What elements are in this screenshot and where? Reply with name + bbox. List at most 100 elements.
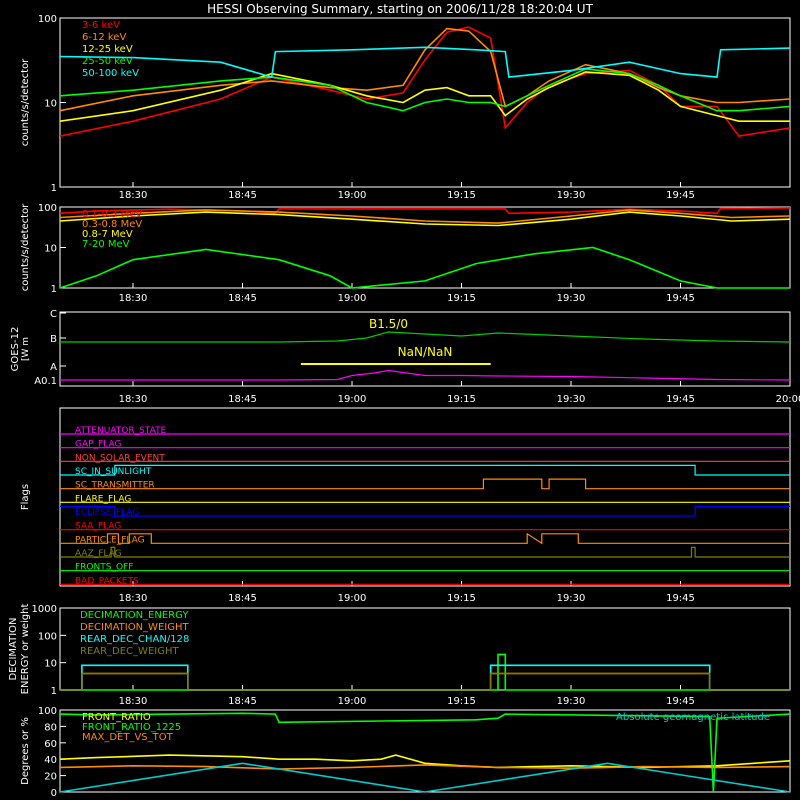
legend-entry: 3-6 keV bbox=[82, 20, 120, 31]
x-tick-label: 18:30 bbox=[119, 696, 148, 707]
series-line bbox=[59, 764, 791, 770]
y-tick-label: 100 bbox=[38, 203, 57, 214]
flag-line bbox=[60, 464, 790, 476]
panel-4: 18:30 18:45 19:00 19:15 19:30 19:45 Flags ATTEN… bbox=[20, 407, 791, 604]
y-axis-label: counts/s/detector bbox=[20, 203, 31, 291]
series-line bbox=[59, 211, 791, 227]
y-axis-label-2: ENERGY or weight bbox=[20, 604, 31, 695]
flag-line bbox=[60, 546, 790, 558]
y-tick-label: 10 bbox=[44, 244, 57, 255]
legend-entry: REAR_DEC_WEIGHT bbox=[80, 646, 179, 657]
flag-label: ECLIPSE_FLAG bbox=[75, 508, 139, 518]
series-line bbox=[59, 762, 791, 793]
x-tick-label: 19:15 bbox=[447, 190, 476, 201]
series-line bbox=[59, 68, 791, 112]
y-tick-label: 1 bbox=[51, 686, 57, 697]
legend-entry: DECIMATION_WEIGHT bbox=[80, 622, 189, 633]
legend-entry: 0.1-0.3 MeV bbox=[82, 209, 142, 220]
legend-entry: 0.8-7 MeV bbox=[82, 229, 133, 240]
x-tick-label: 18:45 bbox=[228, 293, 257, 304]
x-tick-label: 19:45 bbox=[666, 394, 695, 405]
series-line bbox=[59, 207, 791, 215]
flag-label: GAP_FLAG bbox=[75, 440, 121, 450]
y-tick-label: 40 bbox=[44, 755, 57, 766]
y-tick-label: 100 bbox=[38, 706, 57, 717]
flag-label: FRONTS_OFF bbox=[75, 563, 133, 573]
legend-entry: FRONT_RATIO bbox=[82, 712, 151, 723]
y-axis-label: counts/s/detector bbox=[20, 58, 31, 146]
x-tick-label: 19:45 bbox=[666, 696, 695, 707]
series-line bbox=[59, 26, 791, 137]
legend-entry: 50-100 keV bbox=[82, 68, 139, 79]
x-tick-label: 18:30 bbox=[119, 593, 148, 604]
y-axis-label: Degrees or % bbox=[20, 717, 31, 785]
legend-entry: MAX_DET_VS_TOT bbox=[82, 732, 174, 743]
goes-long-annotation: B1.5/0 bbox=[369, 317, 408, 331]
y-tick-label: 10 bbox=[44, 659, 57, 670]
plot-title: HESSI Observing Summary, starting on 200… bbox=[207, 2, 593, 16]
y-tick-label: 0 bbox=[51, 788, 57, 799]
y-tick-label: C bbox=[50, 309, 57, 320]
x-tick-label: 19:00 bbox=[338, 593, 367, 604]
x-tick-label: 19:15 bbox=[447, 293, 476, 304]
flag-line bbox=[60, 532, 790, 545]
x-tick-label: 18:30 bbox=[119, 293, 148, 304]
panel-frame bbox=[59, 407, 791, 587]
x-tick-label: 19:15 bbox=[447, 696, 476, 707]
x-tick-label: 19:15 bbox=[447, 394, 476, 405]
series-line bbox=[59, 246, 790, 289]
y-tick-label: 100 bbox=[38, 631, 57, 642]
y-tick-label: A0.1 bbox=[34, 376, 57, 387]
panel-frame bbox=[59, 206, 791, 289]
y-axis-label: GOES-12 bbox=[10, 327, 21, 372]
flag-line bbox=[60, 505, 790, 517]
x-tick-label: 19:30 bbox=[557, 394, 586, 405]
x-tick-label: 19:00 bbox=[338, 190, 367, 201]
y-tick-label: 60 bbox=[44, 739, 57, 750]
x-tick-label: 19:45 bbox=[666, 293, 695, 304]
series-line bbox=[60, 331, 791, 343]
flag-label: SC_TRANSMITTER bbox=[75, 481, 155, 491]
x-tick-label: 19:45 bbox=[666, 593, 695, 604]
flag-label: BAD_PACKETS bbox=[75, 576, 139, 586]
flag-label: FLARE_FLAG bbox=[75, 494, 131, 504]
goes-short-annotation: NaN/NaN bbox=[398, 345, 453, 359]
y-tick-label: A bbox=[50, 362, 57, 373]
panel-1: 1 10 100 18:30 18:45 19:00 19:15 19:30 19:45 coun… bbox=[20, 14, 791, 201]
flag-label: NON_SOLAR_EVENT bbox=[75, 453, 165, 463]
series-line bbox=[59, 209, 791, 224]
x-tick-label: 19:30 bbox=[557, 696, 586, 707]
x-tick-label: 18:45 bbox=[228, 394, 257, 405]
x-tick-label: 19:30 bbox=[557, 593, 586, 604]
legend-entry: DECIMATION_ENERGY bbox=[80, 610, 189, 621]
y-tick-label: B bbox=[50, 334, 57, 345]
series-line bbox=[59, 46, 791, 79]
panel-3: 18:30 18:45 19:00 19:15 19:30 19:45 20:00 GOES-… bbox=[10, 309, 800, 405]
flag-label: ATTENUATOR_STATE bbox=[75, 426, 167, 436]
y-axis-units: [W m bbox=[21, 337, 31, 361]
legend-entry: 7-20 MeV bbox=[82, 239, 130, 250]
flag-label: SAA_FLAG bbox=[75, 522, 121, 532]
x-tick-label: 19:00 bbox=[338, 293, 367, 304]
y-tick-label: 1000 bbox=[32, 604, 57, 615]
panel-5: 1 10 100 1000 18:30 18:45 19:00 19:15 19:30 19:45… bbox=[8, 604, 791, 707]
x-tick-label: 18:45 bbox=[228, 190, 257, 201]
legend-entry: 0.3-0.8 MeV bbox=[82, 219, 142, 230]
legend-entry: 25-50 keV bbox=[82, 56, 133, 67]
legend-entry: FRONT_RATIO_1225 bbox=[82, 722, 181, 733]
x-tick-label: 19:30 bbox=[557, 293, 586, 304]
x-tick-label: 18:45 bbox=[228, 696, 257, 707]
y-tick-label: 1 bbox=[51, 183, 57, 194]
panel-2: 1 10 100 18:30 18:45 19:00 19:15 19:30 19:45 coun… bbox=[20, 203, 791, 304]
y-axis-label: DECIMATION bbox=[8, 617, 19, 680]
series-line bbox=[59, 71, 790, 122]
panel-6: 0 20 40 60 80 100 Degrees or % FRONT_RATIOFRONT… bbox=[20, 706, 791, 799]
x-tick-label: 19:00 bbox=[338, 394, 367, 405]
y-axis-label: Flags bbox=[20, 484, 31, 510]
x-tick-label: 18:30 bbox=[119, 394, 148, 405]
panel-frame bbox=[59, 311, 791, 387]
y-tick-label: 20 bbox=[44, 772, 57, 783]
x-tick-label: 20:00 bbox=[776, 394, 800, 405]
latitude-annotation: Absolute geomagnetic latitude bbox=[616, 712, 770, 723]
